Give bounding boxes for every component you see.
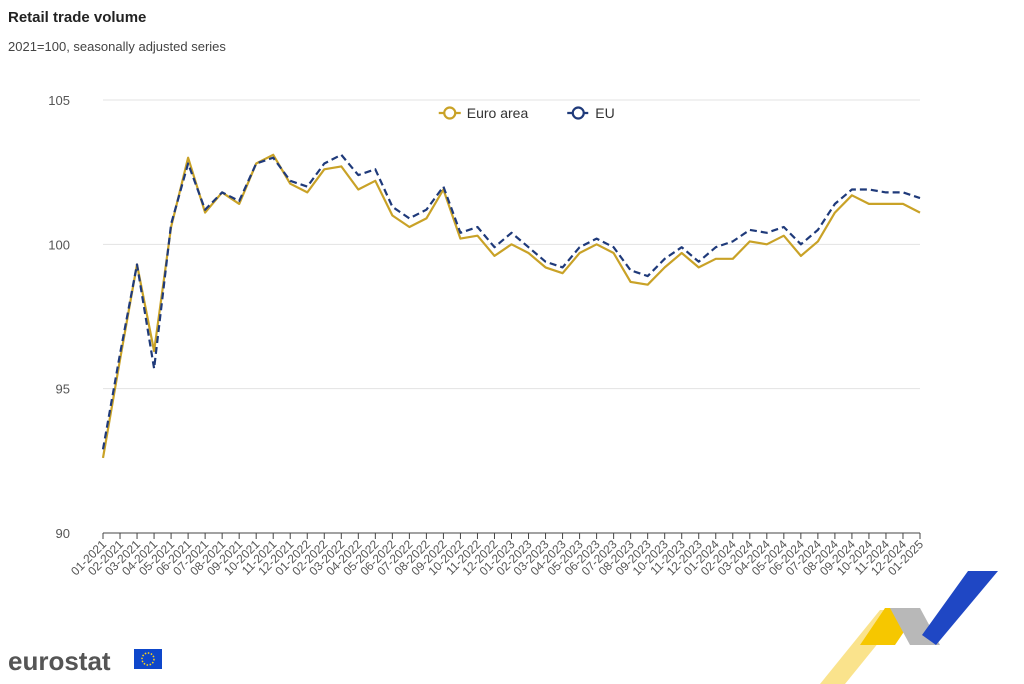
series-line <box>101 153 921 459</box>
chart-title: Retail trade volume <box>8 9 146 26</box>
legend-label: Euro area <box>467 105 529 121</box>
logo: eurostat <box>8 646 111 676</box>
legend: Euro area EU <box>438 105 615 121</box>
legend-item: EU <box>567 105 615 121</box>
chart-subtitle: 2021=100, seasonally adjusted series <box>8 39 226 54</box>
legend-marker <box>443 106 457 120</box>
y-tick-label: 105 <box>48 93 70 108</box>
y-tick-label: 90 <box>56 526 70 541</box>
decoration <box>820 571 998 684</box>
y-tick-label: 95 <box>56 382 70 397</box>
series-line <box>101 153 921 450</box>
legend-item: Euro area <box>438 105 529 121</box>
eu-flag <box>134 649 162 669</box>
legend-label: EU <box>595 105 614 121</box>
legend-marker <box>571 106 585 120</box>
y-tick-label: 100 <box>48 237 70 252</box>
